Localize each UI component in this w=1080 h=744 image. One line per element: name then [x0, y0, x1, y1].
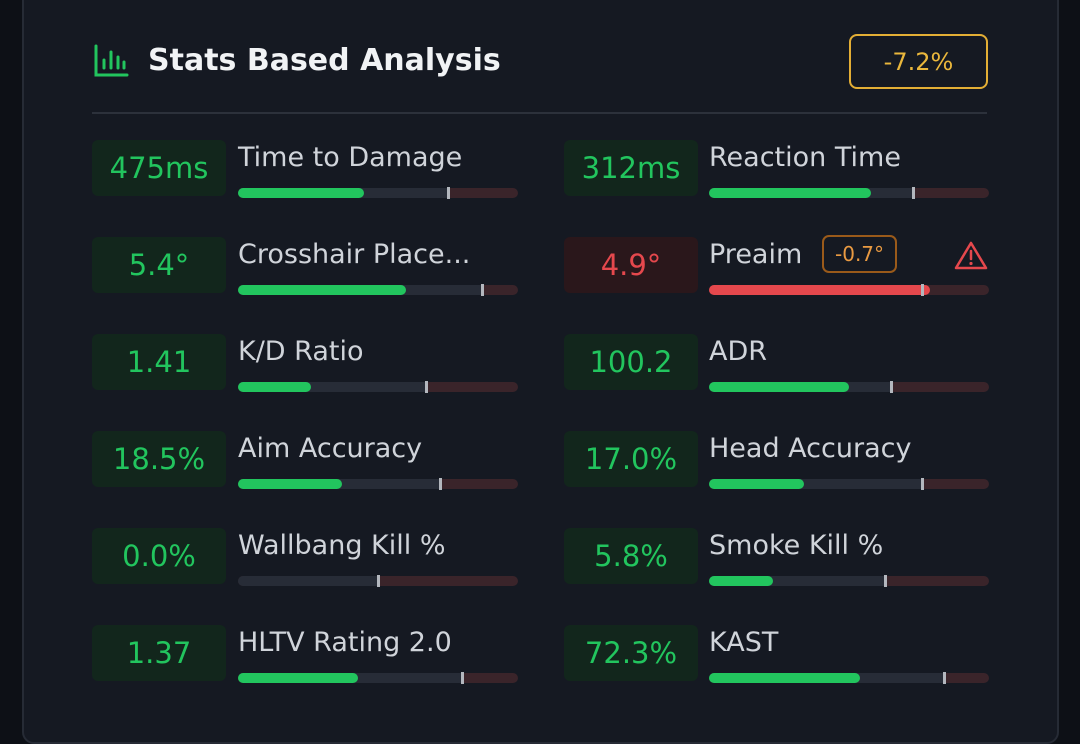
progress-track — [238, 672, 518, 684]
target-marker — [920, 284, 924, 296]
score-badge: -7.2% — [849, 34, 988, 89]
stat-value: 1.41 — [92, 334, 226, 390]
target-marker — [480, 284, 484, 296]
stat-value: 17.0% — [564, 431, 698, 487]
stat-label: Preaim — [709, 239, 803, 270]
stat-label: K/D Ratio — [238, 336, 364, 367]
progress-track — [709, 575, 989, 587]
stat-label: KAST — [709, 627, 779, 658]
track-baseline — [709, 479, 922, 489]
progress-fill — [709, 479, 805, 489]
stat-value: 475ms — [92, 140, 226, 196]
track-baseline — [238, 576, 378, 586]
progress-fill — [709, 382, 849, 392]
stat-value: 0.0% — [92, 528, 226, 584]
warning-icon — [954, 241, 988, 270]
progress-track — [238, 575, 518, 587]
stat-value: 72.3% — [564, 625, 698, 681]
progress-track — [238, 478, 518, 490]
progress-track — [709, 187, 989, 199]
progress-track — [709, 284, 989, 296]
progress-track — [238, 381, 518, 393]
target-marker — [912, 187, 916, 199]
section-title: Stats Based Analysis — [148, 43, 501, 78]
progress-fill — [238, 188, 364, 198]
stat-label: Wallbang Kill % — [238, 530, 446, 561]
target-marker — [884, 575, 888, 587]
stat-label: Smoke Kill % — [709, 530, 884, 561]
progress-track — [238, 187, 518, 199]
divider — [92, 112, 987, 114]
stat-value: 5.8% — [564, 528, 698, 584]
progress-fill — [238, 382, 311, 392]
delta-chip: -0.7° — [822, 235, 898, 273]
stat-label: Crosshair Place... — [238, 239, 471, 270]
stat-label: Reaction Time — [709, 142, 901, 173]
stat-label: ADR — [709, 336, 768, 367]
target-marker — [920, 478, 924, 490]
target-marker — [890, 381, 893, 393]
progress-track — [238, 284, 518, 296]
stat-label: Head Accuracy — [709, 433, 912, 464]
stat-value: 18.5% — [92, 431, 226, 487]
progress-fill — [238, 479, 342, 489]
progress-track — [709, 672, 989, 684]
stat-value: 1.37 — [92, 625, 226, 681]
stat-label: Aim Accuracy — [238, 433, 423, 464]
page: Stats Based Analysis -7.2% 475ms Time to … — [22, 0, 1059, 744]
target-marker — [424, 381, 428, 393]
stat-value: 4.9° — [564, 237, 698, 293]
track-baseline — [238, 382, 426, 392]
progress-fill — [709, 576, 774, 586]
target-marker — [438, 478, 442, 490]
target-marker — [447, 187, 450, 199]
progress-fill — [238, 285, 406, 295]
chart-icon — [94, 44, 129, 77]
target-marker — [377, 575, 380, 587]
progress-track — [709, 478, 989, 490]
progress-fill — [238, 673, 359, 683]
target-marker — [943, 672, 947, 684]
progress-fill — [709, 188, 872, 198]
stat-value: 100.2 — [564, 334, 698, 390]
progress-fill — [709, 285, 931, 295]
progress-track — [709, 381, 989, 393]
stat-label: HLTV Rating 2.0 — [238, 627, 452, 658]
target-marker — [461, 672, 464, 684]
stat-value: 5.4° — [92, 237, 226, 293]
track-baseline — [709, 576, 886, 586]
progress-fill — [709, 673, 861, 683]
stat-label: Time to Damage — [238, 142, 463, 173]
stat-value: 312ms — [564, 140, 698, 196]
